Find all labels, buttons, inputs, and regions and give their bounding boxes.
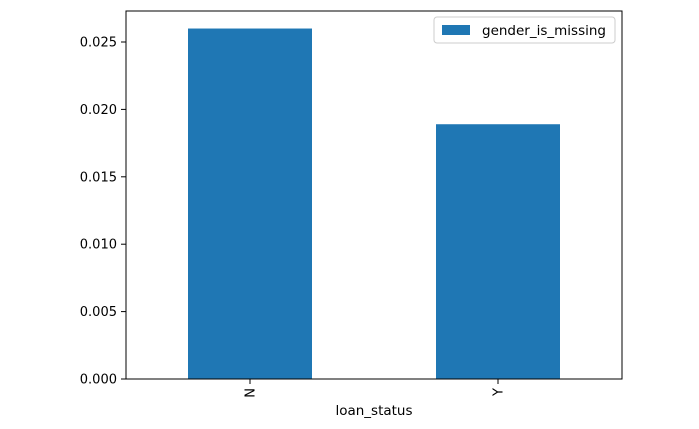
x-axis-label: loan_status: [335, 403, 412, 419]
plot-frame: [125, 10, 623, 380]
y-tick-label: 0.025: [80, 36, 117, 51]
bars-group: [188, 28, 560, 380]
y-tick-label: 0.005: [80, 305, 117, 320]
bar-N: [188, 28, 312, 380]
legend: gender_is_missing: [433, 16, 616, 44]
legend-swatch: [442, 25, 470, 35]
x-tick-label: N: [244, 388, 259, 398]
legend-box: [433, 16, 616, 44]
y-axis-ticks: 0.000 0.005 0.010 0.015 0.020 0.025: [80, 36, 126, 388]
y-tick-label: 0.015: [80, 170, 117, 185]
x-tick-label: Y: [492, 388, 507, 397]
y-tick-label: 0.000: [80, 373, 117, 388]
bar-Y: [436, 124, 560, 379]
y-tick-label: 0.020: [80, 103, 117, 118]
legend-label: gender_is_missing: [482, 23, 606, 39]
y-tick-label: 0.010: [80, 238, 117, 253]
